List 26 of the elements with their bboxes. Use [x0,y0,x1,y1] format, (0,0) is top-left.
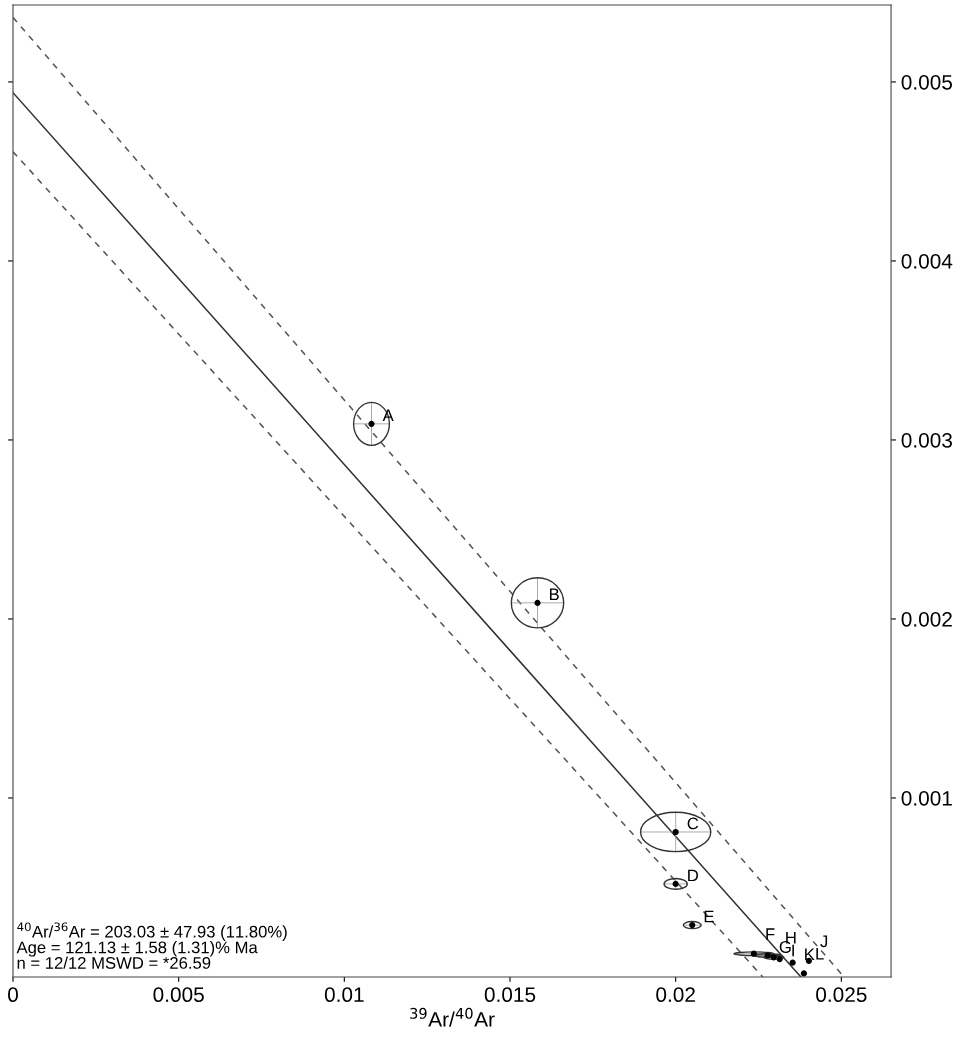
x-tick-label: 0.005 [153,987,204,1003]
annotation: D [688,869,699,882]
annotation: J [820,935,828,948]
annotation: F [766,928,775,940]
y-tick-label: 0.002 [901,611,952,627]
annotation: E [704,910,714,923]
y-tick-label: 0.004 [901,253,953,269]
point [776,955,783,963]
annotation: L [816,948,824,960]
x-tick-label: 0.01 [324,987,364,1003]
x-tick-label: 0 [8,987,18,1003]
point [800,970,808,977]
point [672,828,679,836]
y-tick-label: 0.005 [901,74,953,90]
x-axis-title: $^{39}$Ar/$^{40}$Ar [410,1007,495,1027]
annotation: I [792,944,794,957]
point [789,959,796,966]
annotation: C [687,817,699,830]
x-tick-label: 0.025 [816,987,867,1003]
annotation: B [549,588,559,601]
annotation: $^{40}$Ar/$^{36}$Ar = 203.03 ± 47.93 (11.80%) Age = 121.13 ± 1.58 (1.31)% Ma n = 12/12 MSWD = *26.59 [16,922,287,969]
x-tick-label: 0.02 [656,987,695,1003]
y-tick-label: 0.001 [901,790,952,806]
y-tick-label: 0.003 [901,432,952,448]
annotation: K [805,948,815,960]
x-tick-label: 0.015 [484,987,536,1003]
